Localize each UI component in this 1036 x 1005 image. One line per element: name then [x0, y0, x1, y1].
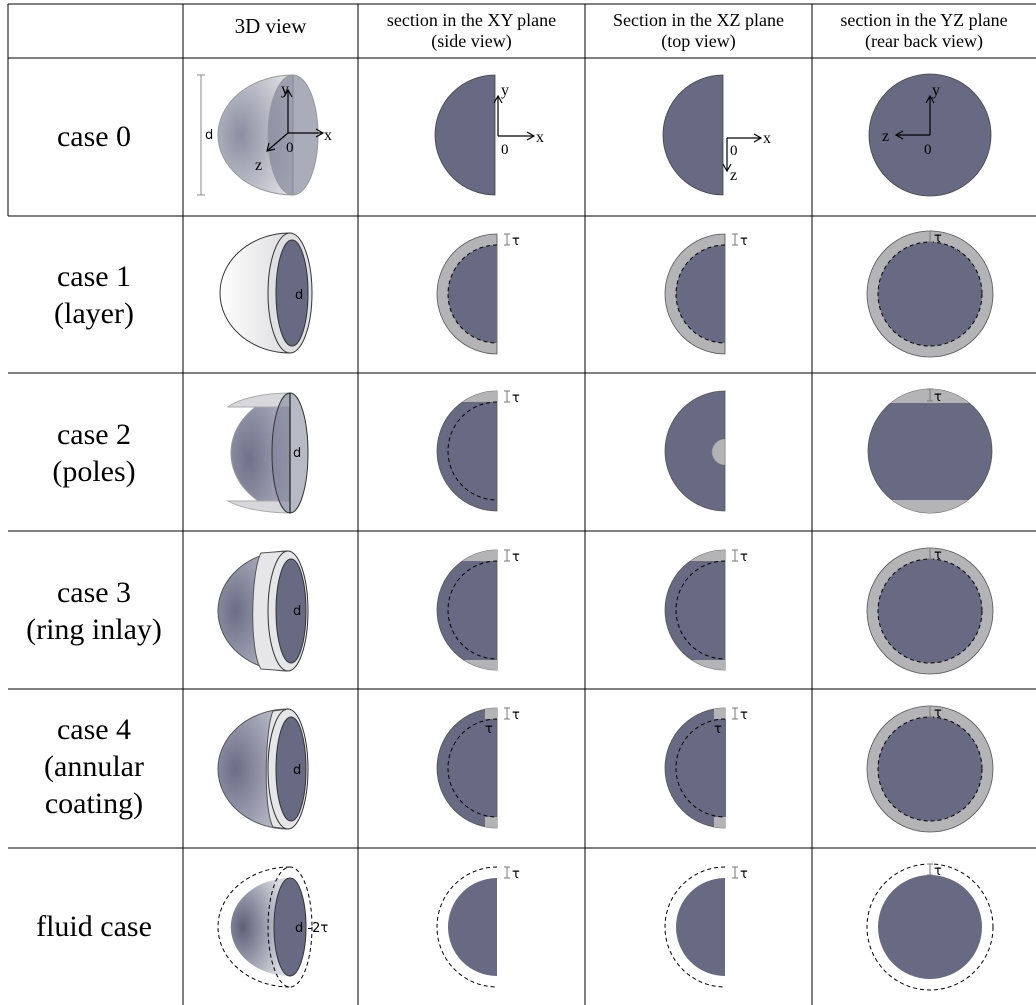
fluid-case-xz-section: τ	[664, 866, 748, 988]
case-0-xz-section: x 0 z	[662, 74, 771, 196]
diameter-label: d	[295, 288, 303, 303]
case-3-xz-section: τ	[664, 549, 748, 671]
row-label-case-4: case 4 (annular coating)	[44, 713, 144, 820]
case-3-xy-section: τ	[436, 549, 520, 671]
case-2-yz-section: τ	[867, 388, 993, 514]
case-4-xz-section: τ τ	[664, 707, 748, 829]
thickness-label: τ	[740, 708, 748, 723]
case-4-xy-section: τ τ	[436, 707, 520, 829]
thickness-label: τ	[934, 231, 942, 246]
origin-label: 0	[501, 142, 509, 158]
header-xz-section: Section in the XZ plane (top view)	[613, 10, 784, 51]
header-3d-view: 3D view	[234, 14, 307, 38]
diameter-label: d	[293, 446, 301, 461]
thickness-label: τ	[740, 234, 748, 249]
axis-x-label: x	[763, 130, 771, 147]
thickness-label: τ	[934, 864, 942, 879]
case-4-3d-view: d	[217, 708, 309, 830]
axis-z-label: z	[882, 128, 889, 145]
row-label-case-1: case 1 (layer)	[54, 260, 134, 330]
origin-label: 0	[730, 143, 738, 159]
case-2-xy-section: τ	[436, 390, 520, 512]
header-xy-section: section in the XY plane (side view)	[386, 10, 557, 51]
thickness-label: τ	[740, 867, 748, 882]
row-label-case-0: case 0	[56, 120, 132, 153]
thickness-label: τ	[714, 722, 722, 737]
thickness-label: τ	[512, 550, 520, 565]
case-1-3d-view: d	[219, 232, 313, 354]
case-0-xy-section: y x 0	[434, 74, 544, 196]
thickness-label: τ	[934, 706, 942, 721]
case-1-yz-section: τ	[866, 230, 994, 358]
axis-y-label: y	[281, 81, 289, 98]
case-2-3d-view: d	[226, 392, 309, 514]
axis-y-label: y	[932, 82, 940, 99]
row-label-case-2: case 2 (poles)	[52, 418, 136, 488]
diameter-label: d	[293, 763, 301, 778]
case-1-xy-section: τ	[436, 233, 520, 355]
thickness-label: τ	[934, 548, 942, 563]
thickness-label: τ	[512, 708, 520, 723]
fluid-case-3d-view: d -2τ	[217, 866, 328, 988]
case-3-3d-view: d	[217, 550, 309, 672]
fluid-case-yz-section: τ	[866, 863, 994, 991]
case-0-yz-section: y z 0	[868, 73, 992, 197]
thickness-label: τ	[512, 391, 520, 406]
thickness-label: τ	[740, 550, 748, 565]
origin-label: 0	[924, 142, 932, 158]
fluid-diameter-label: d -2τ	[295, 921, 328, 936]
header-yz-section: section in the YZ plane (rear back view)	[840, 10, 1008, 51]
axis-x-label: x	[324, 127, 332, 144]
fluid-case-xy-section: τ	[436, 866, 520, 988]
origin-label: 0	[286, 140, 294, 156]
case-1-xz-section: τ	[664, 233, 748, 355]
axis-z-label: z	[255, 157, 262, 174]
row-label-case-3: case 3 (ring inlay)	[26, 576, 162, 646]
diameter-label: d	[293, 604, 301, 619]
thickness-label: τ	[934, 390, 942, 405]
axis-x-label: x	[536, 129, 544, 146]
thickness-label: τ	[512, 234, 520, 249]
thickness-label: τ	[512, 867, 520, 882]
thickness-label: τ	[485, 722, 493, 737]
axis-z-label: z	[730, 167, 737, 184]
row-label-fluid-case: fluid case	[36, 910, 152, 943]
diameter-label: d	[205, 128, 213, 143]
case-3-yz-section: τ	[866, 547, 994, 675]
axis-y-label: y	[501, 82, 509, 99]
case-0-3d-view: d y x z 0	[197, 74, 332, 196]
case-2-xz-section	[664, 390, 726, 512]
case-4-yz-section: τ	[866, 705, 994, 833]
